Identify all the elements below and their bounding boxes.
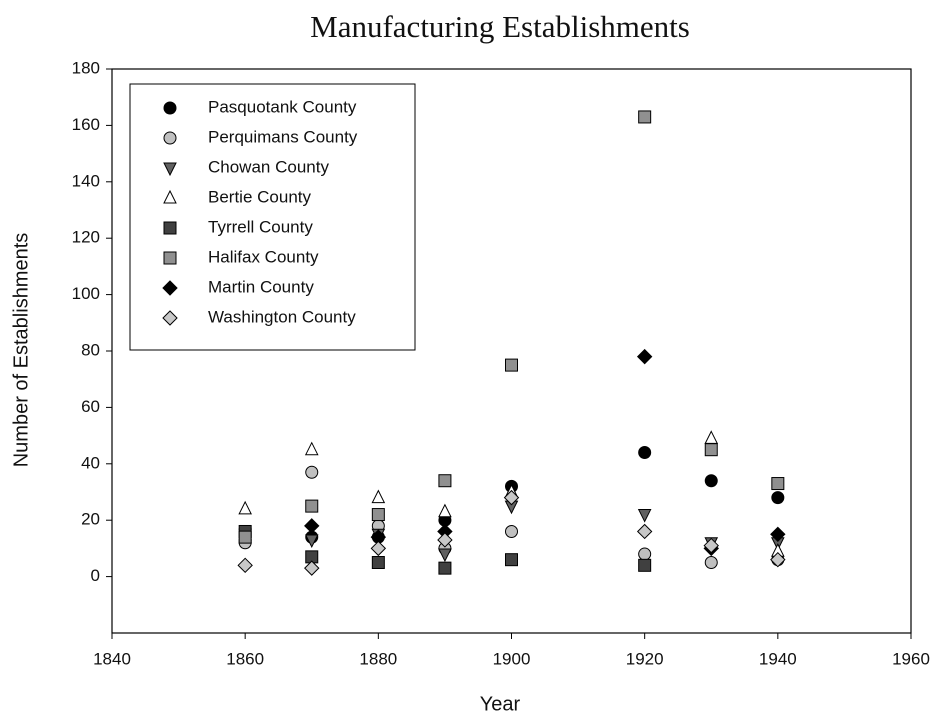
point — [638, 446, 652, 460]
point — [370, 540, 387, 557]
point — [305, 499, 319, 513]
point — [505, 358, 518, 372]
point — [438, 548, 452, 563]
y-tick-label: 120 — [72, 228, 100, 247]
point — [704, 474, 718, 488]
x-tick-label: 1840 — [93, 649, 131, 668]
y-tick-label: 20 — [81, 510, 100, 529]
point — [304, 441, 319, 456]
y-tick-label: 140 — [72, 171, 100, 190]
legend-marker — [163, 101, 177, 115]
x-tick-label: 1880 — [359, 649, 397, 668]
legend-marker — [162, 310, 178, 326]
point — [437, 532, 453, 548]
point — [304, 560, 320, 576]
legend-box — [129, 83, 416, 351]
x-axis-label: Year — [480, 693, 521, 715]
point — [704, 556, 718, 569]
y-tick-label: 80 — [81, 340, 100, 359]
y-tick-label: 60 — [81, 397, 100, 416]
point — [770, 551, 786, 568]
y-tick-label: 100 — [72, 284, 100, 303]
point — [503, 489, 520, 506]
y-tick-label: 0 — [91, 566, 100, 585]
point — [704, 443, 718, 457]
legend-label: Perquimans County — [208, 127, 358, 146]
legend-marker — [163, 131, 177, 145]
y-tick-label: 180 — [72, 58, 100, 77]
point — [704, 430, 719, 444]
y-axis-label: Number of Establishments — [10, 233, 32, 468]
legend-marker — [163, 251, 177, 265]
point — [636, 523, 653, 540]
point — [438, 474, 452, 488]
point — [505, 524, 518, 538]
x-tick-label: 1960 — [892, 649, 930, 668]
legend-marker — [163, 221, 177, 235]
legend-marker — [163, 189, 177, 204]
point — [304, 534, 319, 549]
point — [638, 547, 652, 561]
legend-label: Martin County — [208, 277, 314, 296]
legend-marker — [163, 162, 177, 177]
point — [238, 530, 252, 544]
legend-label: Bertie County — [208, 187, 311, 206]
point — [438, 503, 452, 518]
legend-label: Halifax County — [208, 247, 319, 266]
point — [304, 518, 320, 534]
point — [238, 500, 252, 515]
x-tick-label: 1860 — [226, 649, 264, 668]
point — [237, 557, 253, 574]
point — [305, 465, 319, 479]
point — [637, 509, 652, 523]
legend-label: Tyrrell County — [208, 217, 313, 236]
point — [371, 489, 386, 504]
point — [771, 491, 785, 505]
point — [371, 508, 385, 522]
x-tick-label: 1920 — [626, 649, 664, 668]
point — [505, 553, 518, 567]
point — [371, 556, 385, 569]
legend-label: Chowan County — [208, 157, 329, 176]
y-tick-label: 40 — [81, 453, 100, 472]
legend-label: Washington County — [208, 307, 356, 326]
legend-label: Pasquotank County — [208, 97, 357, 116]
chart-title: Manufacturing Establishments — [310, 9, 690, 44]
point — [703, 537, 719, 554]
point — [438, 561, 452, 575]
y-tick-label: 160 — [72, 115, 100, 134]
point — [638, 110, 652, 124]
x-tick-label: 1940 — [759, 649, 797, 668]
legend-marker — [162, 280, 178, 296]
point — [636, 348, 653, 365]
x-tick-label: 1900 — [493, 649, 531, 668]
point — [638, 558, 652, 572]
point — [770, 526, 786, 543]
point — [771, 477, 785, 491]
